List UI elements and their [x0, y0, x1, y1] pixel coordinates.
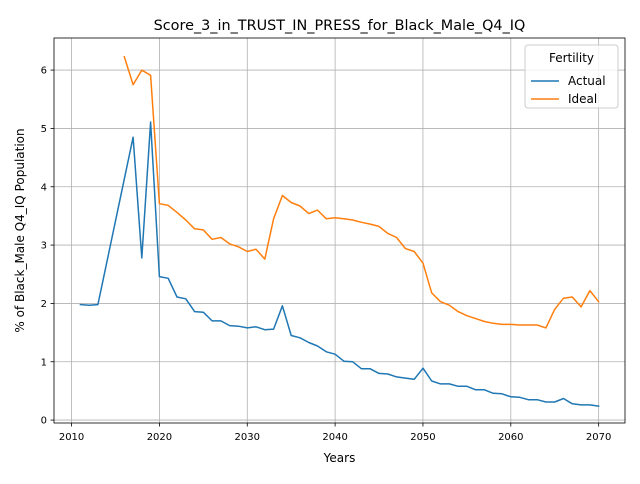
series-line-actual	[79, 121, 600, 407]
grid	[54, 38, 625, 423]
x-tick-label: 2040	[322, 432, 347, 443]
y-tick-label: 6	[41, 66, 47, 77]
legend-title: Fertility	[549, 51, 594, 65]
y-axis-ticks: 0 1 2 3 4 5 6	[41, 66, 54, 427]
x-tick-label: 2010	[59, 432, 84, 443]
axes-frame	[53, 37, 626, 424]
x-tick-label: 2050	[410, 432, 435, 443]
x-tick-label: 2030	[235, 432, 260, 443]
series-group	[79, 55, 600, 407]
x-tick-label: 2060	[498, 432, 523, 443]
y-tick-label: 0	[41, 416, 47, 427]
y-tick-label: 2	[41, 299, 47, 310]
x-tick-label: 2070	[586, 432, 611, 443]
y-tick-label: 3	[41, 241, 47, 252]
legend-label-actual: Actual	[568, 74, 606, 88]
y-tick-label: 5	[41, 124, 47, 135]
y-tick-label: 1	[41, 357, 47, 368]
y-tick-label: 4	[41, 182, 47, 193]
x-tick-label: 2020	[147, 432, 172, 443]
legend-box	[524, 44, 619, 109]
series-line-ideal	[123, 55, 600, 329]
legend-label-ideal: Ideal	[568, 92, 597, 106]
x-axis-ticks: 2010 2020 2030 2040 2050 2060 2070	[59, 423, 611, 443]
chart-title: Score_3_in_TRUST_IN_PRESS_for_Black_Male…	[154, 18, 526, 34]
legend: Fertility Actual Ideal	[524, 44, 619, 109]
y-axis-label: % of Black_Male Q4_IQ Population	[13, 128, 27, 332]
x-axis-label: Years	[323, 451, 356, 465]
